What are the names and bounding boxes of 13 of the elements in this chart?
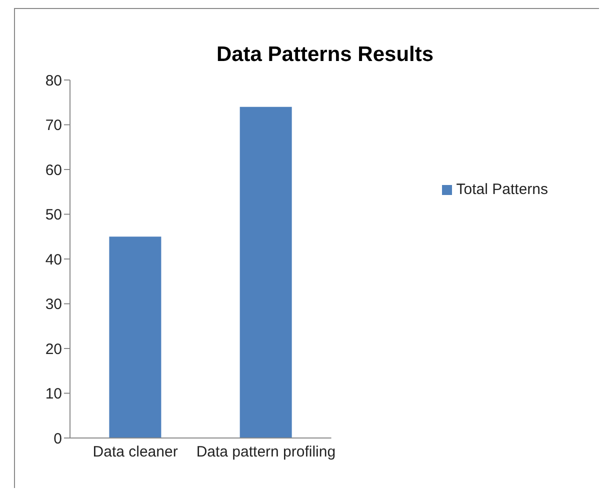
y-tick-label: 10	[45, 386, 62, 403]
y-tick-label: 40	[45, 251, 62, 268]
x-tick-label: Data cleaner	[92, 444, 178, 461]
y-tick-label: 60	[45, 162, 62, 179]
y-tick-label: 70	[45, 117, 62, 134]
x-tick-label: Data pattern profiling	[196, 444, 336, 461]
y-tick-label: 80	[45, 72, 62, 90]
legend-label: Total Patterns	[456, 181, 548, 198]
y-tick-label: 50	[45, 206, 62, 224]
y-tick-label: 30	[45, 296, 62, 314]
chart-title: Data Patterns Results	[215, 43, 435, 67]
y-tick-label: 20	[45, 340, 62, 358]
y-tick-label: 0	[54, 430, 62, 448]
